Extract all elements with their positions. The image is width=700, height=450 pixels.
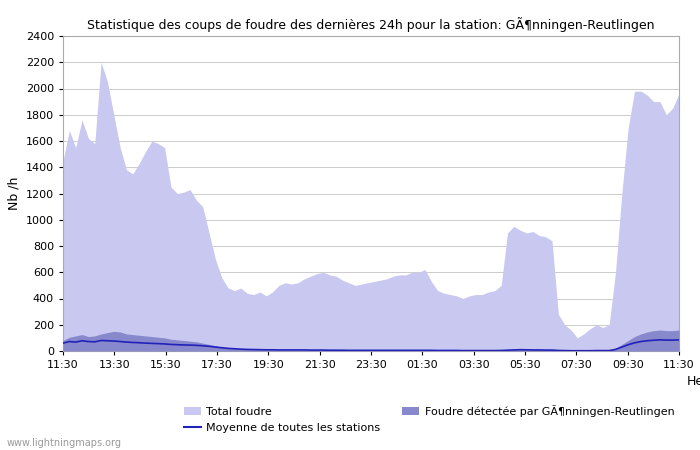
Y-axis label: Nb /h: Nb /h bbox=[7, 177, 20, 210]
Text: www.lightningmaps.org: www.lightningmaps.org bbox=[7, 438, 122, 448]
Legend: Total foudre, Moyenne de toutes les stations, Foudre détectée par GÃ¶nningen-Reu: Total foudre, Moyenne de toutes les stat… bbox=[179, 400, 679, 437]
Title: Statistique des coups de foudre des dernières 24h pour la station: GÃ¶nningen-Re: Statistique des coups de foudre des dern… bbox=[88, 17, 654, 32]
Text: Heure: Heure bbox=[687, 374, 700, 387]
